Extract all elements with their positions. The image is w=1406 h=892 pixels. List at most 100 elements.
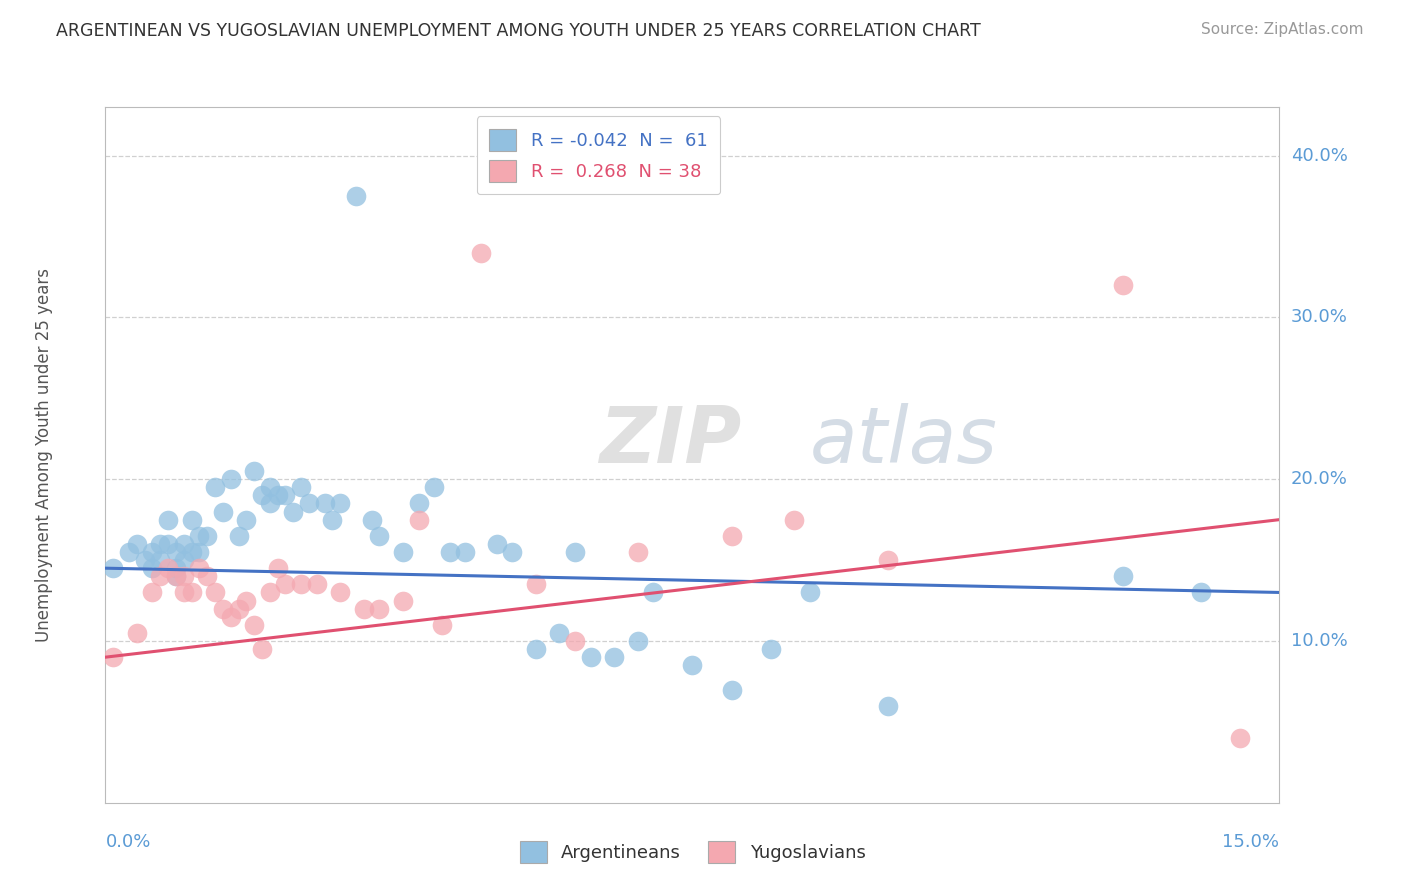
Point (353, 601, 375, 615)
Point (643, 585, 665, 599)
Point (228, 529, 250, 543)
Point (204, 480, 226, 494)
Point (305, 577, 328, 591)
Point (180, 585, 202, 599)
Point (485, 537, 508, 551)
Point (195, 569, 218, 583)
Point (392, 593, 415, 607)
Point (149, 569, 172, 583)
Point (1112, 278, 1135, 293)
Point (579, 650, 602, 665)
Point (408, 496, 430, 510)
Point (266, 488, 288, 502)
Point (314, 496, 336, 510)
Point (877, 553, 900, 567)
Point (141, 585, 163, 599)
Point (103, 561, 125, 575)
Point (454, 545, 477, 559)
Point (149, 553, 172, 567)
Point (627, 545, 650, 559)
Point (125, 537, 148, 551)
Point (180, 545, 202, 559)
Point (149, 537, 172, 551)
Point (1189, 585, 1212, 599)
Point (283, 504, 305, 518)
Text: atlas: atlas (810, 403, 998, 479)
Point (368, 601, 391, 615)
Point (165, 545, 187, 559)
Legend: Argentineans, Yugoslavians: Argentineans, Yugoslavians (509, 830, 876, 874)
Point (165, 561, 187, 575)
Point (211, 504, 233, 518)
Point (564, 634, 586, 648)
Text: Source: ZipAtlas.com: Source: ZipAtlas.com (1201, 22, 1364, 37)
Point (165, 569, 187, 583)
Point (603, 650, 626, 665)
Point (392, 545, 415, 559)
Text: 30.0%: 30.0% (1291, 309, 1347, 326)
Point (290, 577, 312, 591)
Point (290, 480, 312, 494)
Point (344, 189, 367, 203)
Point (173, 569, 195, 583)
Point (188, 561, 211, 575)
Point (321, 513, 343, 527)
Point (274, 577, 297, 591)
Point (1112, 569, 1135, 583)
Point (157, 561, 180, 575)
Point (266, 561, 288, 575)
Point (250, 488, 273, 502)
Point (720, 682, 742, 697)
Point (329, 585, 352, 599)
Point (1229, 731, 1251, 745)
Point (759, 642, 782, 657)
Point (219, 472, 242, 486)
Point (211, 601, 233, 615)
Text: 0.0%: 0.0% (105, 833, 150, 851)
Point (259, 585, 281, 599)
Point (877, 698, 900, 713)
Point (180, 513, 202, 527)
Point (524, 577, 547, 591)
Point (157, 513, 180, 527)
Point (141, 545, 163, 559)
Point (564, 545, 586, 559)
Point (439, 545, 461, 559)
Text: 10.0%: 10.0% (1291, 632, 1347, 650)
Point (157, 537, 180, 551)
Text: ZIP: ZIP (599, 403, 741, 479)
Point (219, 609, 242, 624)
Point (408, 513, 430, 527)
Point (188, 545, 211, 559)
Point (173, 553, 195, 567)
Point (243, 464, 266, 478)
Point (103, 650, 125, 665)
Point (423, 480, 446, 494)
Point (368, 529, 391, 543)
Point (360, 513, 382, 527)
Point (298, 496, 321, 510)
Point (524, 642, 547, 657)
Point (470, 245, 492, 260)
Point (243, 617, 266, 632)
Point (235, 593, 257, 607)
Point (250, 642, 273, 657)
Point (548, 626, 571, 640)
Point (799, 585, 821, 599)
Point (783, 513, 806, 527)
Point (118, 545, 141, 559)
Point (228, 601, 250, 615)
Point (720, 529, 742, 543)
Point (188, 529, 211, 543)
Text: 40.0%: 40.0% (1291, 146, 1347, 165)
Point (235, 513, 257, 527)
Point (134, 553, 156, 567)
Text: 20.0%: 20.0% (1291, 470, 1347, 488)
Point (165, 569, 187, 583)
Point (125, 626, 148, 640)
Point (259, 496, 281, 510)
Point (173, 585, 195, 599)
Point (274, 488, 297, 502)
Point (195, 529, 218, 543)
Point (681, 658, 703, 673)
